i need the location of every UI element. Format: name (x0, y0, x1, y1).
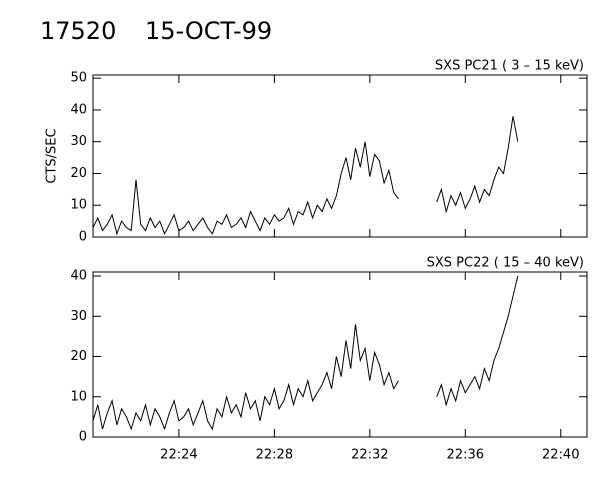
y-tick-label: 40 (70, 102, 87, 117)
x-tick-label: 22:32 (351, 448, 388, 463)
y-axis-label: CTS/SEC (45, 128, 60, 183)
y-tick-label: 30 (70, 134, 87, 149)
y-tick-label: 0 (79, 430, 87, 445)
plot-frame (92, 271, 588, 438)
y-tick-label: 10 (70, 198, 87, 213)
x-tick-label: 22:28 (256, 448, 293, 463)
x-tick-label: 22:40 (542, 448, 579, 463)
y-tick-label: 30 (70, 309, 87, 324)
y-tick-label: 10 (70, 389, 87, 404)
plot-frame (92, 74, 588, 238)
data-line (92, 116, 519, 236)
y-tick-label: 20 (70, 349, 87, 364)
x-tick-label: 22:24 (160, 448, 197, 463)
panel-title: SXS PC21 ( 3 – 15 keV) (435, 59, 584, 74)
y-tick-label: 50 (70, 71, 87, 86)
y-tick-label: 40 (70, 269, 87, 284)
page-title: 17520 (40, 17, 116, 45)
panel-title: SXS PC22 ( 15 – 40 keV) (427, 256, 584, 271)
y-tick-label: 20 (70, 166, 87, 181)
x-tick-label: 22:36 (447, 448, 484, 463)
y-tick-label: 0 (79, 230, 87, 245)
data-line (92, 275, 519, 431)
page-subtitle: 15-OCT-99 (145, 17, 272, 45)
